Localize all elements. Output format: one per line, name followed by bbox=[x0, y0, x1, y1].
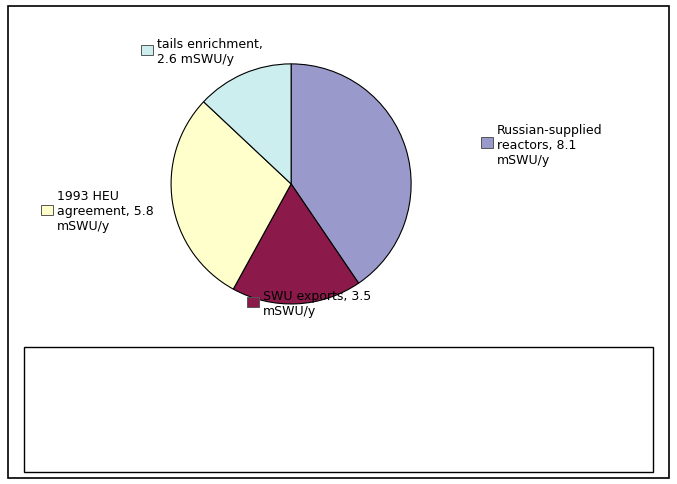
Text: SWU exports, 3.5
mSWU/y: SWU exports, 3.5 mSWU/y bbox=[263, 290, 372, 318]
Text: Fig. 4: Minatom’s enrichment capacity utilization in 2000 assuming the: Fig. 4: Minatom’s enrichment capacity ut… bbox=[39, 362, 513, 375]
Text: Russian-supplied
reactors, 8.1
mSWU/y: Russian-supplied reactors, 8.1 mSWU/y bbox=[497, 124, 603, 166]
Text: Prospects and Plans for Modernizing Enrichment Facilities,”: Prospects and Plans for Modernizing Enri… bbox=[39, 415, 434, 428]
Wedge shape bbox=[291, 64, 411, 283]
Wedge shape bbox=[204, 64, 291, 184]
Wedge shape bbox=[171, 102, 291, 289]
Text: total capacity of 20 million SWU/y (based on: V.Shidlovsky “On the: total capacity of 20 million SWU/y (base… bbox=[39, 389, 483, 402]
Text: 1993 HEU
agreement, 5.8
mSWU/y: 1993 HEU agreement, 5.8 mSWU/y bbox=[57, 191, 154, 233]
Text: tails enrichment,
2.6 mSWU/y: tails enrichment, 2.6 mSWU/y bbox=[157, 38, 263, 66]
Wedge shape bbox=[234, 184, 359, 304]
Text: Atompressa: Atompressa bbox=[39, 442, 118, 455]
Text: , 36, (September 2000)).: , 36, (September 2000)). bbox=[96, 442, 261, 455]
